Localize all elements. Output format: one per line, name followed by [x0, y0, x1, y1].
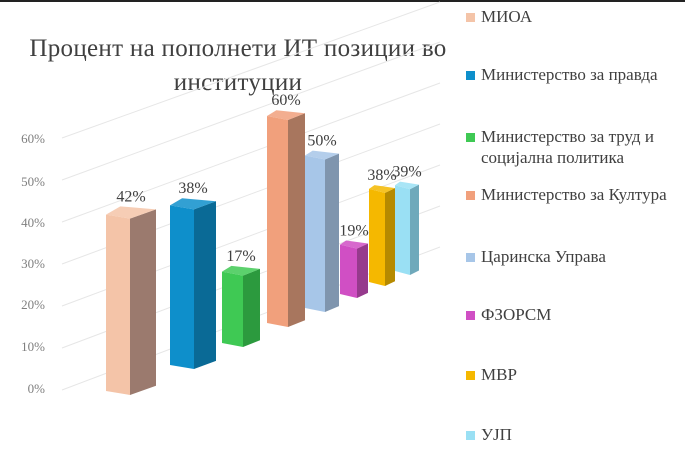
legend-item: Министерство за правда — [466, 64, 681, 85]
bar-front — [340, 244, 357, 298]
gridline-6 — [61, 1, 441, 139]
bar-front — [106, 214, 130, 395]
bar-top — [305, 150, 339, 160]
bar-front — [267, 116, 288, 327]
legend-swatch — [466, 371, 475, 380]
bar-1 — [170, 198, 216, 369]
bar-front — [305, 155, 325, 312]
bar-side — [357, 243, 368, 298]
data-label: 38% — [367, 167, 396, 184]
legend-swatch — [466, 133, 475, 142]
data-label: 38% — [178, 180, 207, 197]
legend-label: МВР — [481, 365, 517, 384]
bar-3 — [267, 110, 305, 328]
bar-7 — [395, 181, 419, 275]
bars — [106, 110, 419, 395]
legend-label: ФЗОРСМ — [481, 305, 552, 324]
bar-front — [369, 188, 385, 286]
y-tick-label: 60% — [21, 131, 45, 146]
legend-item: МВР — [466, 364, 681, 385]
bar-side — [288, 113, 305, 328]
bar-4 — [305, 150, 339, 312]
gridline-5 — [61, 41, 441, 181]
bar-side — [194, 201, 216, 369]
legend-label: Министерство за Култура — [481, 185, 667, 204]
bar-front — [395, 185, 410, 275]
bar-front — [170, 205, 194, 369]
gridline-4 — [61, 82, 441, 223]
y-tick-label: 0% — [28, 381, 46, 396]
bar-2 — [222, 265, 260, 347]
legend-item: УЈП — [466, 424, 681, 445]
legend-item: Министерство за Култура — [466, 184, 681, 205]
bar-side — [130, 209, 156, 395]
bar-side — [385, 188, 395, 286]
y-tick-label: 20% — [21, 297, 45, 312]
bar-top — [395, 181, 419, 190]
legend-swatch — [466, 311, 475, 320]
data-label: 60% — [271, 92, 300, 109]
bar-top — [222, 265, 260, 276]
bar-top — [170, 198, 216, 210]
data-label: 42% — [116, 188, 145, 205]
legend-item: ФЗОРСМ — [466, 304, 681, 325]
legend-swatch — [466, 191, 475, 200]
bar-side — [325, 153, 339, 312]
legend-label: Министерство за правда — [481, 65, 658, 84]
bar-0 — [106, 206, 156, 395]
bar-6 — [369, 185, 395, 286]
data-labels: 42% 38%17%60%50%19%38%39% — [116, 92, 421, 265]
bar-front — [222, 271, 243, 347]
y-tick-label: 50% — [21, 174, 45, 189]
legend-item: МИОА — [466, 6, 681, 27]
y-tick-label: 30% — [21, 256, 45, 271]
legend-label: Царинска Управа — [481, 247, 606, 266]
legend-swatch — [466, 253, 475, 262]
data-label: 19% — [339, 223, 368, 240]
legend-item: Министерство за труд и социјална политик… — [466, 126, 681, 168]
bar-side — [410, 184, 419, 275]
legend-item: Царинска Управа — [466, 246, 681, 267]
legend-swatch — [466, 431, 475, 440]
legend-label: МИОА — [481, 7, 533, 26]
legend-label: Министерство за труд и социјална политик… — [481, 127, 654, 167]
bar-5 — [340, 240, 368, 298]
bar-top — [340, 240, 368, 249]
top-border-line — [0, 0, 685, 2]
chart-title: Процент на пополнети ИТ позиции во инсти… — [29, 35, 447, 96]
data-label: 39% — [392, 164, 421, 181]
y-tick-label: 10% — [21, 339, 45, 354]
bar-side — [243, 268, 260, 347]
legend-swatch — [466, 13, 475, 22]
legend-swatch — [466, 71, 475, 80]
bar-top — [369, 185, 395, 193]
data-label: 17% — [226, 248, 255, 265]
bar-top — [106, 206, 156, 219]
data-label: 50% — [307, 133, 336, 150]
y-axis-ticks: 0% 10% 20% 30% 40% 50% 60% — [21, 131, 45, 396]
legend-label: УЈП — [481, 425, 512, 444]
bar-top — [267, 110, 305, 120]
y-tick-label: 40% — [21, 215, 45, 230]
